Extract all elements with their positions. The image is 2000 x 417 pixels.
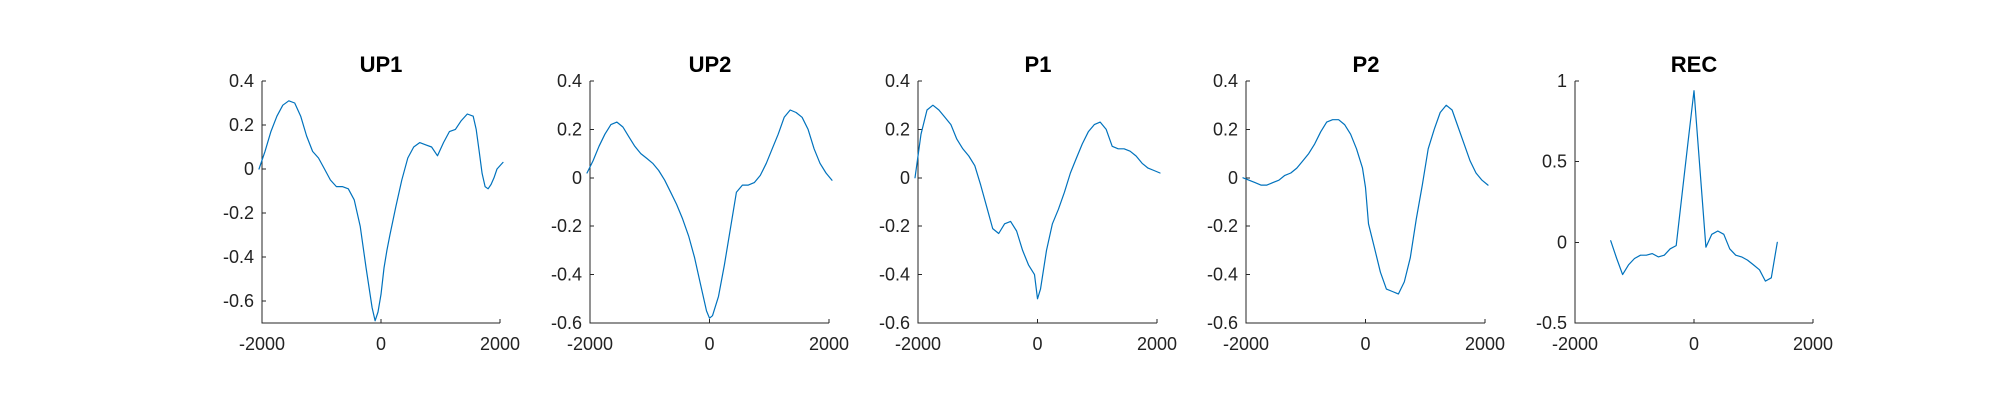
tick-group: -2000 0 2000 0.4 0.2 0 -0.2 -0.4 -0.6 — [223, 71, 520, 354]
axes-frame — [1574, 81, 1813, 324]
subplot-up1: UP1 -2000 0 2000 0.4 0.2 0 -0.2 -0.4 -0.6 — [223, 52, 520, 354]
y-tick-label: -0.2 — [1207, 216, 1238, 236]
x-tick-label: -2000 — [567, 334, 613, 354]
subplot-title: UP2 — [689, 52, 732, 77]
y-tick-label: -0.6 — [551, 313, 582, 333]
x-tick-label: 2000 — [809, 334, 849, 354]
subplot-title: P2 — [1353, 52, 1380, 77]
y-tick-label: -0.6 — [879, 313, 910, 333]
subplot-p1: P1 -2000 0 2000 0.4 0.2 0 -0.2 -0.4 -0.6 — [879, 52, 1177, 354]
y-tick-label: 1 — [1557, 71, 1567, 91]
y-tick-label: -0.6 — [1207, 313, 1238, 333]
y-tick-label: -0.2 — [223, 203, 254, 223]
subplot-up2: UP2 -2000 0 2000 0.4 0.2 0 -0.2 -0.4 -0.6 — [551, 52, 849, 354]
y-tick-label: -0.2 — [879, 216, 910, 236]
axes-frame — [1245, 81, 1485, 324]
y-tick-label: -0.2 — [551, 216, 582, 236]
tick-group: -2000 0 2000 1 0.5 0 -0.5 — [1536, 71, 1833, 354]
x-tick-label: 2000 — [480, 334, 520, 354]
y-tick-label: 0 — [572, 168, 582, 188]
y-tick-label: 0 — [1228, 168, 1238, 188]
x-tick-label: 2000 — [1465, 334, 1505, 354]
y-tick-label: 0.2 — [229, 115, 254, 135]
subplot-title: REC — [1671, 52, 1718, 77]
x-tick-label: 0 — [376, 334, 386, 354]
x-tick-label: 0 — [1689, 334, 1699, 354]
x-tick-label: 2000 — [1793, 334, 1833, 354]
series-line — [1610, 90, 1778, 282]
y-tick-label: 0.4 — [885, 71, 910, 91]
subplot-p2: P2 -2000 0 2000 0.4 0.2 0 -0.2 -0.4 -0.6 — [1207, 52, 1505, 354]
x-tick-label: -2000 — [1552, 334, 1598, 354]
x-tick-label: 2000 — [1137, 334, 1177, 354]
x-tick-label: -2000 — [1223, 334, 1269, 354]
series-line — [914, 104, 1161, 300]
y-tick-label: -0.4 — [1207, 265, 1238, 285]
subplot-title: P1 — [1025, 52, 1052, 77]
subplot-rec: REC -2000 0 2000 1 0.5 0 -0.5 — [1536, 52, 1833, 354]
x-tick-label: 0 — [1032, 334, 1042, 354]
series-line — [258, 100, 504, 322]
axes-frame — [589, 81, 829, 324]
y-tick-label: -0.4 — [223, 247, 254, 267]
y-tick-label: 0 — [900, 168, 910, 188]
y-tick-label: 0.2 — [885, 119, 910, 139]
y-tick-label: 0.4 — [557, 71, 582, 91]
y-tick-label: 0.4 — [229, 71, 254, 91]
x-tick-label: -2000 — [239, 334, 285, 354]
y-tick-label: 0.2 — [1213, 119, 1238, 139]
tick-group: -2000 0 2000 0.4 0.2 0 -0.2 -0.4 -0.6 — [1207, 71, 1505, 354]
y-tick-label: 0 — [1557, 232, 1567, 252]
y-tick-label: 0.5 — [1542, 152, 1567, 172]
y-tick-label: -0.4 — [551, 265, 582, 285]
y-tick-label: 0 — [244, 159, 254, 179]
y-tick-label: 0.2 — [557, 119, 582, 139]
x-tick-label: 0 — [1360, 334, 1370, 354]
subplot-title: UP1 — [360, 52, 403, 77]
series-line — [586, 109, 833, 319]
x-tick-label: 0 — [704, 334, 714, 354]
y-tick-label: -0.6 — [223, 291, 254, 311]
x-tick-label: -2000 — [895, 334, 941, 354]
y-tick-label: 0.4 — [1213, 71, 1238, 91]
series-line — [1242, 104, 1489, 295]
tick-group: -2000 0 2000 0.4 0.2 0 -0.2 -0.4 -0.6 — [879, 71, 1177, 354]
y-tick-label: -0.5 — [1536, 313, 1567, 333]
tick-group: -2000 0 2000 0.4 0.2 0 -0.2 -0.4 -0.6 — [551, 71, 849, 354]
axes-frame — [917, 81, 1157, 324]
y-tick-label: -0.4 — [879, 265, 910, 285]
